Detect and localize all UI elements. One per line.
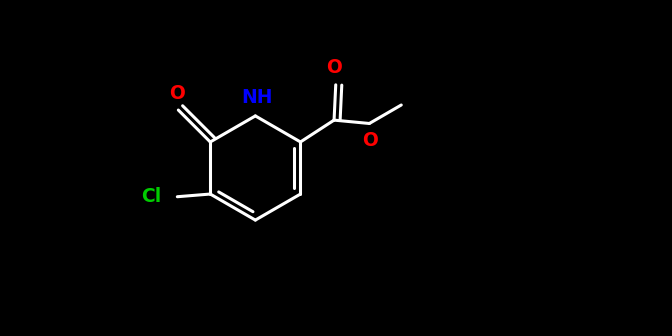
Text: O: O (362, 131, 378, 150)
Text: O: O (326, 58, 342, 77)
Text: O: O (169, 84, 185, 103)
Text: NH: NH (241, 87, 273, 107)
Text: Cl: Cl (141, 187, 161, 206)
